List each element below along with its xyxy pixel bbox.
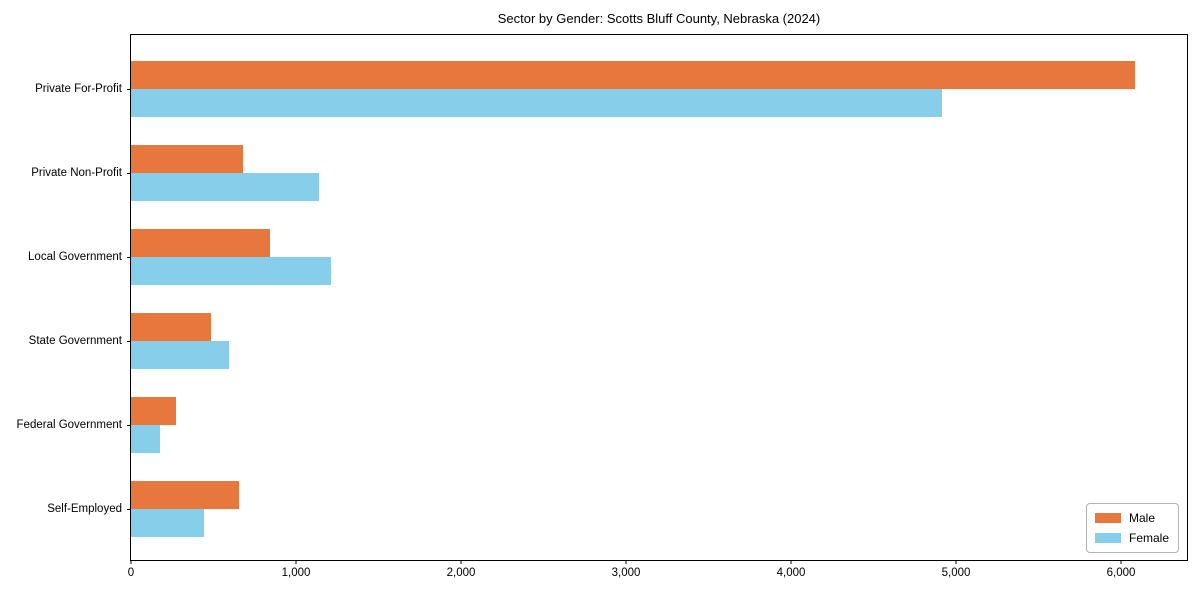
x-tick-label: 0: [127, 567, 135, 579]
bar-male: [131, 229, 270, 257]
bar-group: [131, 145, 1187, 201]
bar-female: [131, 89, 942, 117]
x-tick-mark: [625, 560, 627, 564]
y-axis-label: Self-Employed: [47, 503, 122, 515]
y-axis-label: Private For-Profit: [35, 83, 122, 95]
x-tick-mark: [1120, 560, 1122, 564]
bar-group: [131, 313, 1187, 369]
x-tick-label: 6,000: [1106, 567, 1136, 579]
chart-title: Sector by Gender: Scotts Bluff County, N…: [497, 11, 821, 26]
y-axis-label: State Government: [28, 335, 122, 347]
legend-label-female: Female: [1128, 531, 1169, 545]
y-tick-mark: [127, 341, 131, 342]
x-tick-label: 2,000: [446, 567, 476, 579]
y-tick-mark: [127, 89, 131, 90]
female-swatch-icon: [1094, 533, 1121, 543]
bar-male: [131, 481, 240, 509]
bar-female: [131, 173, 320, 201]
bar-male: [131, 61, 1136, 89]
bar-male: [131, 313, 212, 341]
y-axis-label: Federal Government: [16, 419, 122, 431]
bar-female: [131, 341, 230, 369]
male-swatch-icon: [1094, 513, 1121, 523]
y-tick-mark: [127, 257, 131, 258]
x-tick-mark: [955, 560, 957, 564]
bar-group: [131, 397, 1187, 453]
x-tick-mark: [130, 560, 132, 564]
bar-male: [131, 397, 176, 425]
x-tick-label: 5,000: [941, 567, 971, 579]
bar-female: [131, 509, 204, 537]
legend-label-male: Male: [1128, 511, 1155, 525]
bar-female: [131, 425, 160, 453]
bar-male: [131, 145, 244, 173]
x-tick-label: 3,000: [611, 567, 641, 579]
x-tick-mark: [460, 560, 462, 564]
x-tick-label: 1,000: [281, 567, 311, 579]
legend-item-male: Male: [1094, 511, 1169, 525]
bar-group: [131, 481, 1187, 537]
plot-area: Male Female Private For-Profit Private No…: [17, 34, 1188, 579]
x-tick-mark: [295, 560, 297, 564]
x-tick-label: 4,000: [776, 567, 806, 579]
legend-item-female: Female: [1094, 531, 1169, 545]
y-tick-mark: [127, 425, 131, 426]
y-axis-label: Private Non-Profit: [31, 167, 122, 179]
bar-group: [131, 61, 1187, 117]
legend: Male Female: [1085, 503, 1179, 553]
y-axis-label: Local Government: [28, 251, 122, 263]
bar-group: [131, 229, 1187, 285]
x-tick-mark: [790, 560, 792, 564]
bar-female: [131, 257, 331, 285]
y-tick-mark: [127, 173, 131, 174]
y-tick-mark: [127, 509, 131, 510]
